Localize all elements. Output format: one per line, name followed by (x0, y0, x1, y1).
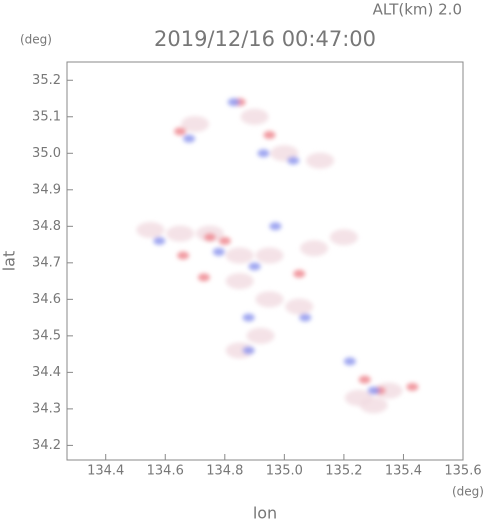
echo-cell (177, 251, 190, 260)
y-tick-label: 35.2 (32, 73, 61, 88)
echo-cell (248, 262, 261, 271)
echo-cell (285, 298, 314, 315)
echo-cell (225, 273, 254, 290)
echo-cell (358, 375, 371, 384)
x-tick-label: 134.6 (147, 464, 184, 479)
y-axis-label: lat (0, 251, 19, 272)
y-tick-label: 34.6 (32, 292, 61, 307)
echo-cell (269, 222, 282, 231)
echo-cell (257, 149, 270, 158)
echo-cell (225, 342, 254, 359)
y-tick-label: 34.2 (32, 438, 61, 453)
echo-cell (255, 247, 284, 264)
x-tick-label: 135.4 (385, 464, 422, 479)
echo-cell (242, 346, 255, 355)
x-tick-label: 134.4 (87, 464, 124, 479)
echo-cell (293, 269, 306, 278)
echo-cell (287, 156, 300, 165)
echo-cell (136, 221, 165, 238)
echo-cell (299, 313, 312, 322)
echo-cell (374, 382, 403, 399)
x-axis-label: lon (253, 504, 277, 522)
echo-cell (263, 131, 276, 140)
echo-cell (240, 108, 269, 125)
y-unit: (deg) (20, 33, 52, 47)
y-tick-label: 34.9 (32, 182, 61, 197)
echo-cell (181, 116, 210, 133)
marks (136, 98, 419, 414)
x-tick-label: 134.8 (206, 464, 243, 479)
echo-cell (306, 152, 335, 169)
echo-cell (343, 357, 356, 366)
echo-cell (212, 247, 225, 256)
y-tick-label: 34.3 (32, 401, 61, 416)
echo-cell (300, 240, 329, 257)
echo-cell (225, 247, 254, 264)
x-tick-label: 135.6 (444, 464, 481, 479)
y-tick-label: 34.7 (32, 255, 61, 270)
echo-cell (406, 382, 419, 391)
echo-cell (255, 291, 284, 308)
y-tick-label: 35.1 (32, 109, 61, 124)
echo-cell (227, 98, 240, 107)
x-tick-label: 135.0 (266, 464, 303, 479)
echo-cell (197, 273, 210, 282)
x-unit: (deg) (452, 485, 484, 499)
echo-cell (203, 233, 216, 242)
echo-cell (166, 225, 195, 242)
plot-frame (66, 61, 464, 461)
y-tick-label: 34.8 (32, 219, 61, 234)
echo-cell (367, 386, 380, 395)
echo-cell (183, 134, 196, 143)
echo-cell (359, 397, 388, 414)
x-tick-label: 135.2 (325, 464, 362, 479)
y-tick-label: 35.0 (32, 146, 61, 161)
y-tick-label: 34.5 (32, 328, 61, 343)
echo-cell (329, 229, 358, 246)
y-tick-label: 34.4 (32, 365, 61, 380)
echo-cell (153, 236, 166, 245)
echo-cell (242, 313, 255, 322)
echo-cell (246, 327, 275, 344)
chart-title: 2019/12/16 00:47:00 (154, 27, 376, 51)
altitude-label: ALT(km) 2.0 (373, 1, 462, 19)
echo-cell (174, 127, 187, 136)
echo-cell (218, 236, 231, 245)
